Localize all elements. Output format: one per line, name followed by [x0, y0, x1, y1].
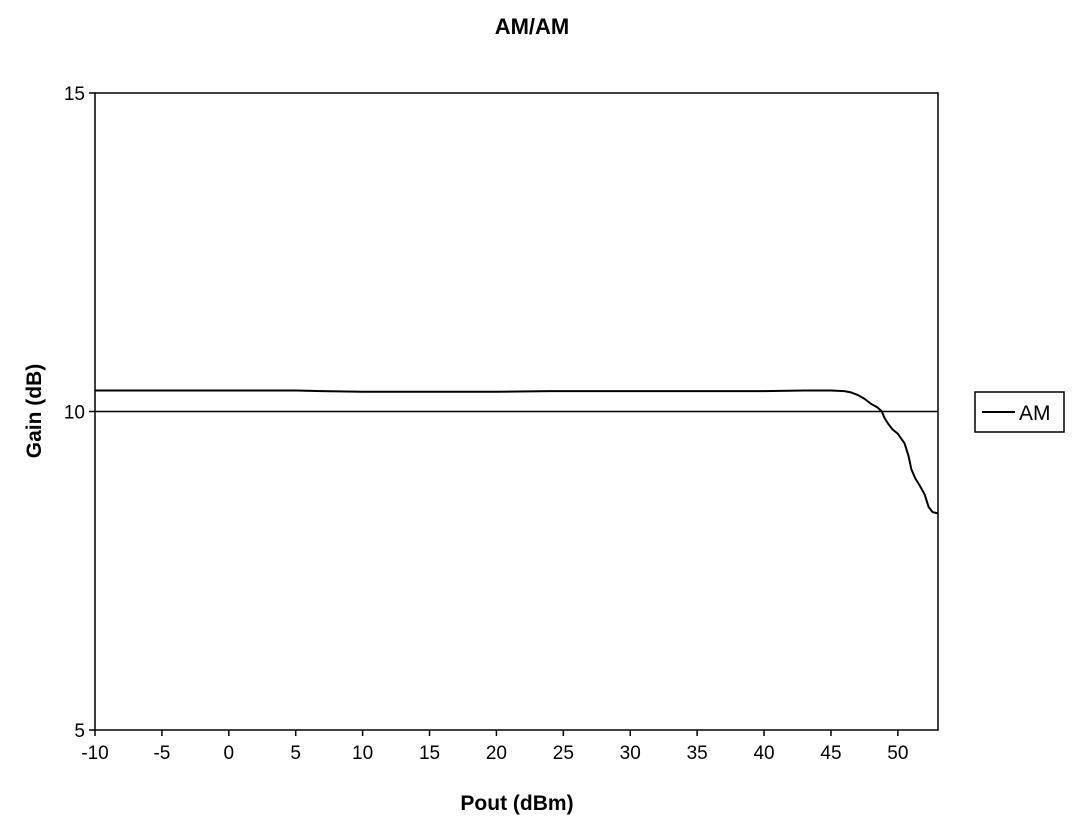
y-axis-title: Gain (dB): [23, 364, 46, 459]
series-layer: [95, 389, 939, 515]
x-tick-label: 0: [224, 743, 235, 764]
legend: AM: [974, 391, 1065, 433]
x-tick-label: 40: [753, 743, 774, 764]
x-tick-label: 20: [486, 743, 507, 764]
y-tick-label: 10: [64, 403, 85, 424]
y-tick-label: 5: [74, 721, 85, 742]
x-tick-label: 45: [820, 743, 841, 764]
chart-title: AM/AM: [495, 14, 570, 39]
legend-label-am: AM: [1019, 402, 1051, 425]
x-tick-label: 35: [687, 743, 708, 764]
x-axis: -10 -5 0 5 10 15 20 25 30 35 40 45 50: [81, 730, 908, 764]
x-tick-label: 30: [620, 743, 641, 764]
x-tick-label: 25: [553, 743, 574, 764]
x-tick-label: 15: [419, 743, 440, 764]
x-axis-title: Pout (dBm): [460, 792, 573, 815]
x-tick-label: 10: [352, 743, 373, 764]
series-line-am: [95, 389, 939, 515]
y-axis: 5 10 15: [64, 84, 95, 742]
y-tick-label: 15: [64, 84, 85, 105]
x-tick-label: -5: [153, 743, 170, 764]
x-tick-label: 5: [290, 743, 301, 764]
x-tick-label: 50: [887, 743, 908, 764]
x-tick-label: -10: [81, 743, 108, 764]
